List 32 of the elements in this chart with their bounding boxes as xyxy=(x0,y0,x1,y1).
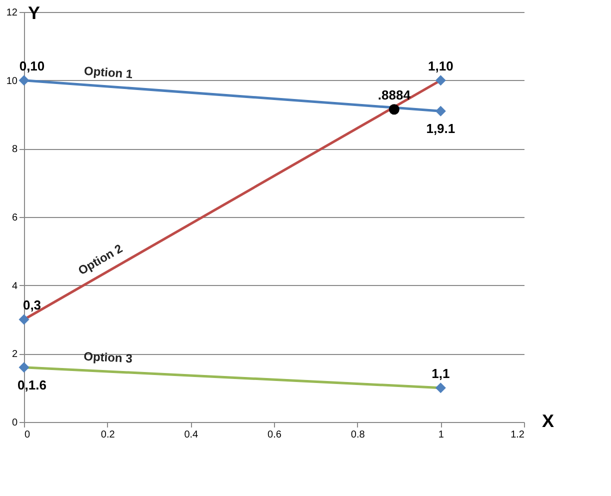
y-tick-label: 0 xyxy=(12,418,18,428)
series-label: Option 1 xyxy=(84,64,134,82)
y-tick-label: 6 xyxy=(12,212,18,224)
annotation: 1,10 xyxy=(428,58,454,74)
annotation: 1,1 xyxy=(432,366,450,381)
x-tick-label: 0.2 xyxy=(100,430,116,440)
annotation: 1,9.1 xyxy=(426,121,456,136)
point xyxy=(388,104,400,115)
point xyxy=(435,75,446,86)
annotation: .8884 xyxy=(378,87,412,102)
x-tick-label: 0.4 xyxy=(184,430,199,440)
y-tick-label: 4 xyxy=(12,280,18,292)
point xyxy=(435,382,446,394)
point xyxy=(18,314,30,325)
y-axis-title: Y xyxy=(28,3,40,23)
y-tick-label: 10 xyxy=(6,76,18,87)
point xyxy=(18,362,30,373)
y-tick-label: 2 xyxy=(12,349,18,360)
series-label: Option 3 xyxy=(83,349,133,366)
annotation: 0,10 xyxy=(19,58,45,74)
annotation: 0,3 xyxy=(22,298,42,312)
x-tick-label: 1 xyxy=(438,430,444,440)
x-axis-title: X xyxy=(542,411,554,431)
y-tick-label: 12 xyxy=(6,8,18,18)
annotation: 0,1.6 xyxy=(18,377,46,392)
x-tick-label: 0.6 xyxy=(268,430,282,440)
x-tick-label: 0.8 xyxy=(350,430,366,440)
x-tick-label: 0 xyxy=(24,430,30,440)
y-tick-label: 8 xyxy=(12,144,18,156)
point xyxy=(435,106,446,116)
point xyxy=(18,75,30,86)
x-tick-label: 1.2 xyxy=(510,430,525,440)
